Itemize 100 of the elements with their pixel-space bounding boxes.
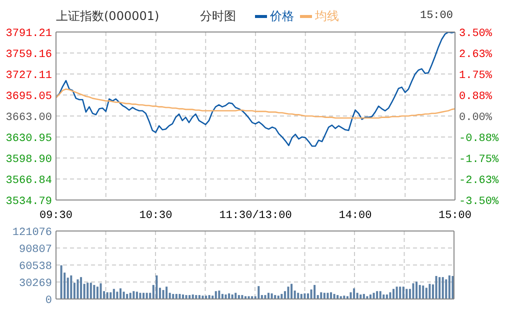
bar	[218, 290, 220, 299]
y-tick-label: 30269	[18, 278, 52, 290]
bar	[399, 286, 402, 299]
x-tick-label: 11:30/13:00	[219, 210, 292, 222]
y-tick-label: 3791.21	[6, 28, 52, 40]
bar	[412, 283, 414, 299]
bar	[353, 288, 356, 299]
bar	[310, 289, 312, 299]
bar	[428, 284, 431, 299]
y2-tick-label: -2.63%	[459, 175, 500, 188]
y2-tick-label: 0.00%	[459, 112, 492, 124]
y2-tick-label: 1.75%	[459, 70, 492, 82]
bar	[60, 265, 62, 299]
bar	[402, 286, 404, 299]
bar	[234, 292, 237, 299]
bar	[323, 292, 326, 299]
y-tick-label: 90807	[18, 244, 52, 256]
bar	[80, 277, 82, 299]
bar	[297, 292, 300, 299]
x-tick-label: 15:00	[438, 210, 472, 222]
chart-subtitle: 分时图	[200, 8, 236, 25]
bar	[100, 283, 102, 299]
bar	[172, 294, 174, 299]
y2-tick-label: -3.50%	[459, 196, 500, 208]
bar	[258, 286, 260, 299]
bar	[146, 292, 148, 299]
bar	[340, 296, 342, 299]
y-tick-label: 3663.00	[6, 112, 52, 124]
bar	[379, 291, 382, 299]
bar	[244, 296, 246, 299]
y2-tick-label: -1.75%	[459, 154, 500, 166]
bar	[290, 284, 293, 299]
bar	[392, 288, 395, 299]
bar	[346, 296, 348, 299]
y-tick-label: 3759.16	[6, 49, 52, 61]
bar	[248, 296, 250, 299]
bar	[86, 282, 89, 299]
bar	[425, 288, 428, 299]
bar	[406, 288, 408, 299]
text: 15:00	[420, 10, 453, 22]
bar	[93, 284, 96, 299]
y-tick-label: 3534.79	[6, 196, 52, 208]
bar	[333, 294, 336, 299]
bar	[264, 295, 266, 299]
bar	[336, 295, 339, 299]
bar	[178, 294, 181, 299]
bar	[136, 292, 138, 299]
y2-tick-label: -0.88%	[459, 133, 500, 146]
y-tick-label: 0	[45, 295, 52, 307]
y2-tick-label: 3.50%	[459, 28, 492, 40]
bar	[268, 292, 270, 299]
bar	[445, 279, 448, 299]
bar	[90, 282, 92, 299]
bar	[442, 277, 444, 299]
bar	[314, 284, 316, 299]
bar	[116, 292, 118, 299]
y2-tick-label: 0.88%	[459, 90, 492, 103]
bar	[175, 294, 178, 299]
bar	[416, 282, 418, 299]
bar	[139, 292, 142, 299]
bar	[198, 295, 200, 299]
bar	[195, 295, 198, 299]
y-tick-label: 121076	[12, 227, 52, 239]
bar	[188, 295, 191, 299]
bar	[376, 291, 378, 299]
bar	[241, 295, 244, 299]
bar	[166, 286, 168, 299]
bar	[418, 284, 421, 299]
bar	[280, 294, 283, 299]
bar	[70, 275, 72, 299]
bar	[396, 286, 398, 299]
bar	[238, 295, 240, 299]
bar	[251, 296, 254, 299]
bar	[300, 294, 302, 299]
bar	[214, 291, 217, 299]
y-tick-label: 3727.11	[6, 70, 52, 82]
y-tick-label: 3695.05	[6, 91, 52, 103]
y2-tick-label: 2.63%	[459, 48, 492, 61]
bar	[362, 294, 365, 299]
bar	[112, 288, 115, 299]
y-tick-label: 3566.84	[6, 175, 52, 187]
bar	[448, 275, 450, 299]
bar	[142, 292, 145, 299]
bar	[119, 288, 122, 299]
bar	[122, 292, 125, 299]
bar	[221, 294, 224, 299]
legend-label: 价格	[269, 8, 294, 25]
x-tick-label: 09:30	[39, 210, 73, 222]
bar	[132, 291, 135, 299]
bar	[366, 296, 368, 299]
bar	[156, 275, 158, 299]
x-tick-label: 14:00	[338, 210, 372, 222]
y-tick-label: 3630.95	[6, 133, 52, 145]
line-series	[56, 88, 455, 119]
bar	[435, 276, 438, 299]
bar	[326, 292, 329, 299]
bar	[438, 277, 441, 299]
bar	[162, 290, 164, 299]
bar	[287, 286, 290, 299]
bar	[422, 286, 424, 299]
